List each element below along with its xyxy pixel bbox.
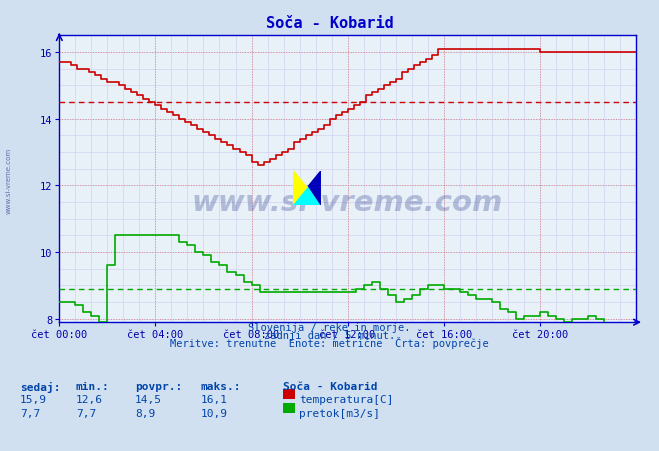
Text: Slovenija / reke in morje.: Slovenija / reke in morje.	[248, 322, 411, 332]
Text: Soča - Kobarid: Soča - Kobarid	[283, 381, 378, 391]
Polygon shape	[293, 171, 321, 205]
Text: 12,6: 12,6	[76, 395, 103, 405]
Text: Meritve: trenutne  Enote: metrične  Črta: povprečje: Meritve: trenutne Enote: metrične Črta: …	[170, 336, 489, 348]
Text: 16,1: 16,1	[201, 395, 228, 405]
Text: 14,5: 14,5	[135, 395, 162, 405]
Polygon shape	[293, 171, 321, 205]
Text: Soča - Kobarid: Soča - Kobarid	[266, 16, 393, 31]
Text: 7,7: 7,7	[20, 408, 40, 418]
Polygon shape	[308, 171, 321, 205]
Text: sedaj:: sedaj:	[20, 381, 60, 392]
Text: povpr.:: povpr.:	[135, 381, 183, 391]
Text: 10,9: 10,9	[201, 408, 228, 418]
Text: 7,7: 7,7	[76, 408, 96, 418]
Text: 15,9: 15,9	[20, 395, 47, 405]
Text: www.si-vreme.com: www.si-vreme.com	[5, 147, 12, 213]
Text: maks.:: maks.:	[201, 381, 241, 391]
Text: temperatura[C]: temperatura[C]	[299, 395, 393, 405]
Text: 8,9: 8,9	[135, 408, 156, 418]
Text: www.si-vreme.com: www.si-vreme.com	[192, 188, 503, 216]
Text: zadnji dan / 5 minut.: zadnji dan / 5 minut.	[264, 330, 395, 340]
Text: pretok[m3/s]: pretok[m3/s]	[299, 408, 380, 418]
Text: min.:: min.:	[76, 381, 109, 391]
